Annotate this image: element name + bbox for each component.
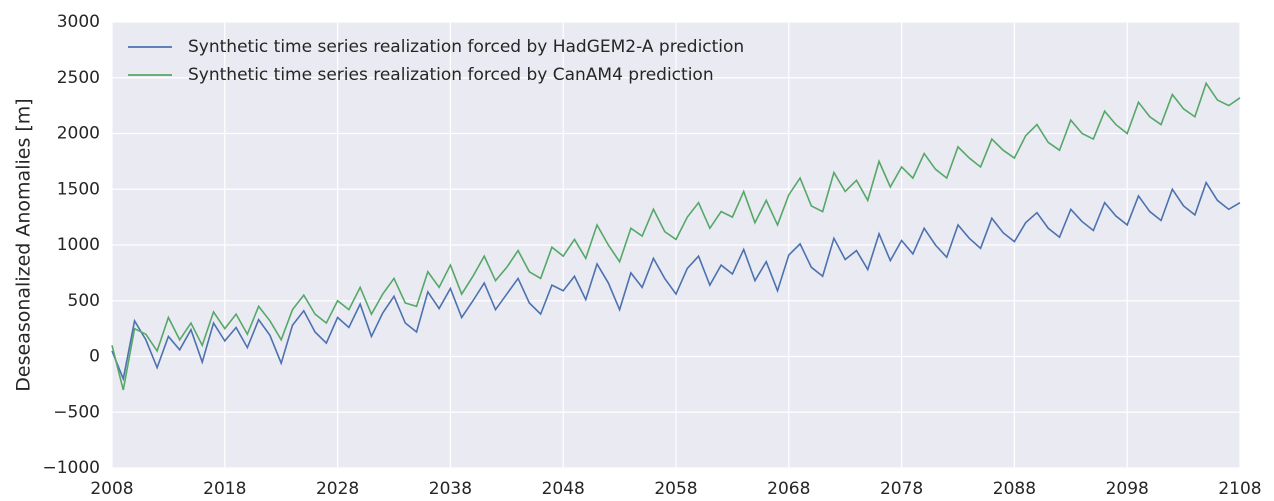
y-tick-label: 3000 — [57, 12, 100, 32]
y-tick-label: −1000 — [42, 458, 100, 478]
y-axis-label: Deseasonalized Anomalies [m] — [13, 98, 35, 391]
x-tick-label: 2028 — [316, 479, 359, 499]
x-tick-label: 2018 — [203, 479, 246, 499]
series-line — [111, 180, 1241, 382]
legend-label: Synthetic time series realization forced… — [188, 37, 744, 57]
y-tick-label: −500 — [53, 402, 100, 422]
x-tick-label: 2058 — [654, 479, 697, 499]
x-tick-label: 2008 — [90, 479, 133, 499]
x-tick-label: 2098 — [1106, 479, 1149, 499]
y-tick-label: 2500 — [57, 68, 100, 88]
y-tick-label: 1000 — [57, 235, 100, 255]
x-tick-label: 2038 — [429, 479, 472, 499]
y-tick-label: 2000 — [57, 124, 100, 144]
series-line — [111, 81, 1241, 391]
legend-label: Synthetic time series realization forced… — [188, 65, 714, 85]
x-tick-label: 2048 — [542, 479, 585, 499]
x-tick-label: 2078 — [880, 479, 923, 499]
x-tick-label: 2088 — [993, 479, 1036, 499]
x-tick-label: 2068 — [767, 479, 810, 499]
y-tick-label: 0 — [89, 347, 100, 367]
y-tick-label: 500 — [68, 291, 100, 311]
x-tick-label: 2108 — [1218, 479, 1261, 499]
y-tick-label: 1500 — [57, 179, 100, 199]
